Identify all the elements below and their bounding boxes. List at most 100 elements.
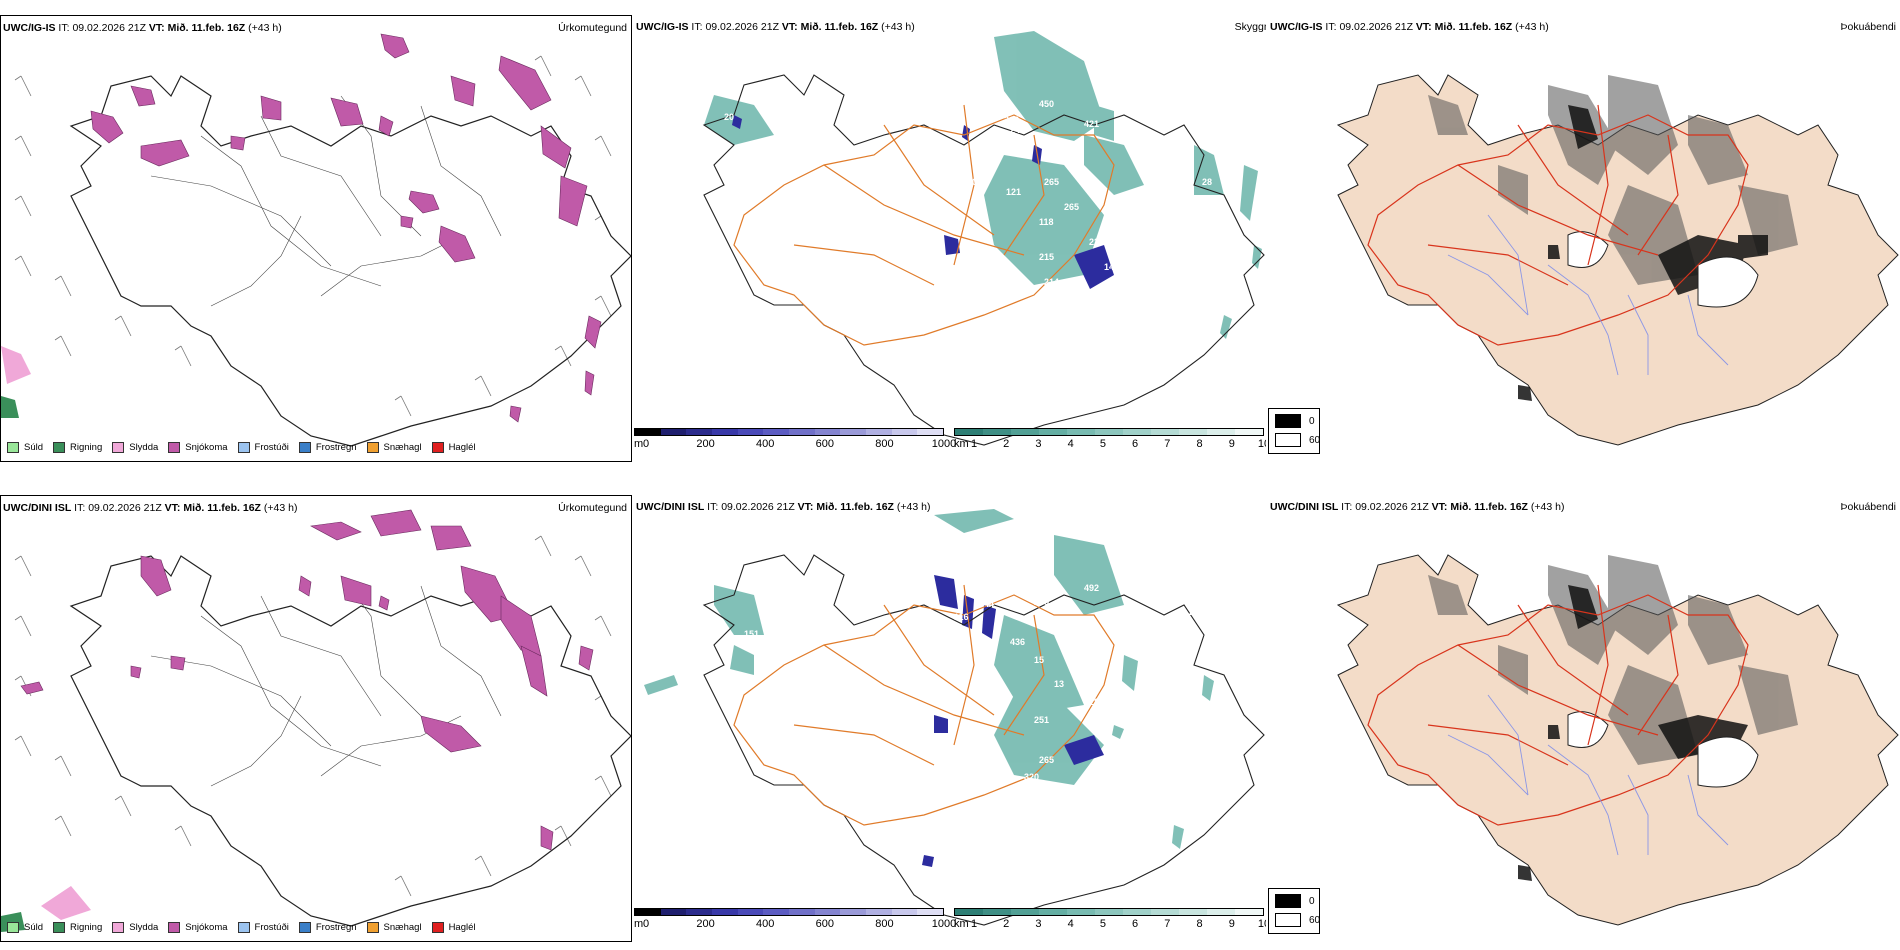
colorbar-step xyxy=(660,909,687,915)
colorbar-step xyxy=(686,429,713,435)
map-header: UWC/IG-IS IT: 09.02.2026 21Z VT: Mið. 11… xyxy=(3,22,282,34)
iceland-map xyxy=(1337,554,1899,926)
visibility-value: 99 xyxy=(726,555,736,565)
colorbar-step xyxy=(1067,429,1095,435)
visibility-value: 140 xyxy=(1104,262,1119,272)
colorbar-step xyxy=(1151,909,1179,915)
tick-label: 3 xyxy=(1035,918,1042,930)
legend-item: Súld xyxy=(7,922,43,933)
visibility-value: 133 xyxy=(1114,755,1129,765)
tick-label: 800 xyxy=(875,438,894,450)
panel-title: Þokuábendi xyxy=(1840,501,1896,513)
visibility-value: 318 xyxy=(1174,157,1189,167)
rain-corner xyxy=(1,346,31,418)
tick-label: 4 xyxy=(1067,438,1074,450)
panel-title: Úrkomutegund xyxy=(558,22,627,34)
colorbar-step xyxy=(1235,429,1263,435)
visibility-value: 265 xyxy=(1039,755,1054,765)
tick-label: 3 xyxy=(1035,438,1042,450)
map-header: UWC/DINI ISL IT: 09.02.2026 21Z VT: Mið.… xyxy=(1270,501,1565,513)
precip-legend: Súld Rigning Slydda Snjókoma Frostúði Fr… xyxy=(7,442,476,453)
tick-label: 8 xyxy=(1196,438,1203,450)
colorbar-step xyxy=(983,909,1011,915)
colorbar-step xyxy=(712,429,738,435)
visibility-value: 320 xyxy=(1024,772,1039,782)
visibility-value: 214 xyxy=(1044,277,1059,287)
tick-label: 400 xyxy=(756,438,775,450)
colorbar-step xyxy=(1207,429,1235,435)
visibility-value: 10 xyxy=(1154,139,1164,149)
colorbar-step xyxy=(686,909,713,915)
colorbar-step xyxy=(1179,909,1207,915)
map-header: UWC/DINI ISL IT: 09.02.2026 21Z VT: Mið.… xyxy=(636,501,931,513)
tick-label: 2 xyxy=(1003,438,1010,450)
visibility-m-scale: m 0 200 400 600 800 1000 xyxy=(634,908,956,938)
tick-label: 10 xyxy=(1257,438,1266,450)
visibility-value: 363 xyxy=(1004,569,1019,579)
colorbar-step xyxy=(635,909,661,915)
colorbar-step xyxy=(955,429,983,435)
colorbar-step xyxy=(660,429,687,435)
visibility-value: 116 xyxy=(954,612,969,622)
snow-areas xyxy=(90,33,602,423)
legend-item: Slydda xyxy=(112,922,158,933)
tick-label: 600 xyxy=(815,918,834,930)
legend-item: Haglél xyxy=(431,442,476,453)
legend-item: Snjókoma xyxy=(168,922,228,933)
tick-label: 10 xyxy=(1257,918,1266,930)
visibility-value: 14 xyxy=(964,735,974,745)
tick-label: 2 xyxy=(1003,918,1010,930)
visibility-value: 492 xyxy=(1084,583,1099,593)
legend-item: Rigning xyxy=(53,922,102,933)
colorbar-step xyxy=(840,909,867,915)
tick-label: 200 xyxy=(696,918,715,930)
legend-item: Frostregn xyxy=(298,922,357,933)
colorbar-step xyxy=(1011,909,1039,915)
visibility-value: 265 xyxy=(1064,202,1079,212)
visibility-value: 316 xyxy=(1004,115,1019,125)
visibility-value: 151 xyxy=(744,629,759,639)
tick-label: 400 xyxy=(756,918,775,930)
tick-label: 4 xyxy=(1067,918,1074,930)
visibility-value: 13 xyxy=(1106,702,1116,712)
tick-label: 0 xyxy=(642,438,650,450)
visibility-value: 244 xyxy=(1189,607,1204,617)
map-header: UWC/IG-IS IT: 09.02.2026 21Z VT: Mið. 11… xyxy=(636,21,915,33)
map-header: UWC/IG-IS IT: 09.02.2026 21Z VT: Mið. 11… xyxy=(1270,21,1549,33)
colorbar-step xyxy=(1123,909,1151,915)
visibility-value: 15 xyxy=(1034,655,1044,665)
colorbar-step xyxy=(1179,429,1207,435)
visibility-value: 13 xyxy=(1054,679,1064,689)
tick-label: 5 xyxy=(1099,438,1106,450)
colorbar-step xyxy=(1095,909,1123,915)
colorbar-step xyxy=(789,429,815,435)
iceland-map xyxy=(1,33,631,447)
fog-shading xyxy=(1428,555,1798,765)
precip-legend: Súld Rigning Slydda Snjókoma Frostúði Fr… xyxy=(7,922,476,933)
colorbar-step xyxy=(891,429,918,435)
tick-label: 7 xyxy=(1164,438,1171,450)
colorbar-step xyxy=(763,909,790,915)
tick-label: 1000 xyxy=(931,438,957,450)
colorbar-step xyxy=(917,909,944,915)
legend-item: Snæhagl xyxy=(366,442,422,453)
map-header: UWC/DINI ISL IT: 09.02.2026 21Z VT: Mið.… xyxy=(3,502,298,514)
colorbar-step xyxy=(737,909,764,915)
colorbar-step xyxy=(635,429,661,435)
legend-item: Rigning xyxy=(53,442,102,453)
legend-item: Slydda xyxy=(112,442,158,453)
tick-label: 5 xyxy=(1099,918,1106,930)
legend-item: Snæhagl xyxy=(366,922,422,933)
visibility-value: 215 xyxy=(1039,252,1054,262)
precip-type-map-igis: UWC/IG-IS IT: 09.02.2026 21Z VT: Mið. 11… xyxy=(0,15,632,462)
panel-title: Þokuábendi xyxy=(1840,21,1896,33)
visibility-value: 22 xyxy=(1089,237,1099,247)
colorbar-step xyxy=(917,429,944,435)
colorbar-step xyxy=(789,909,815,915)
colorbar-step xyxy=(983,429,1011,435)
fog-indicator-map-dini: UWC/DINI ISL IT: 09.02.2026 21Z VT: Mið.… xyxy=(1268,495,1900,942)
legend-item: Frostúði xyxy=(237,442,289,453)
very-low-visibility xyxy=(732,115,1114,289)
colorbar-step xyxy=(1039,909,1067,915)
